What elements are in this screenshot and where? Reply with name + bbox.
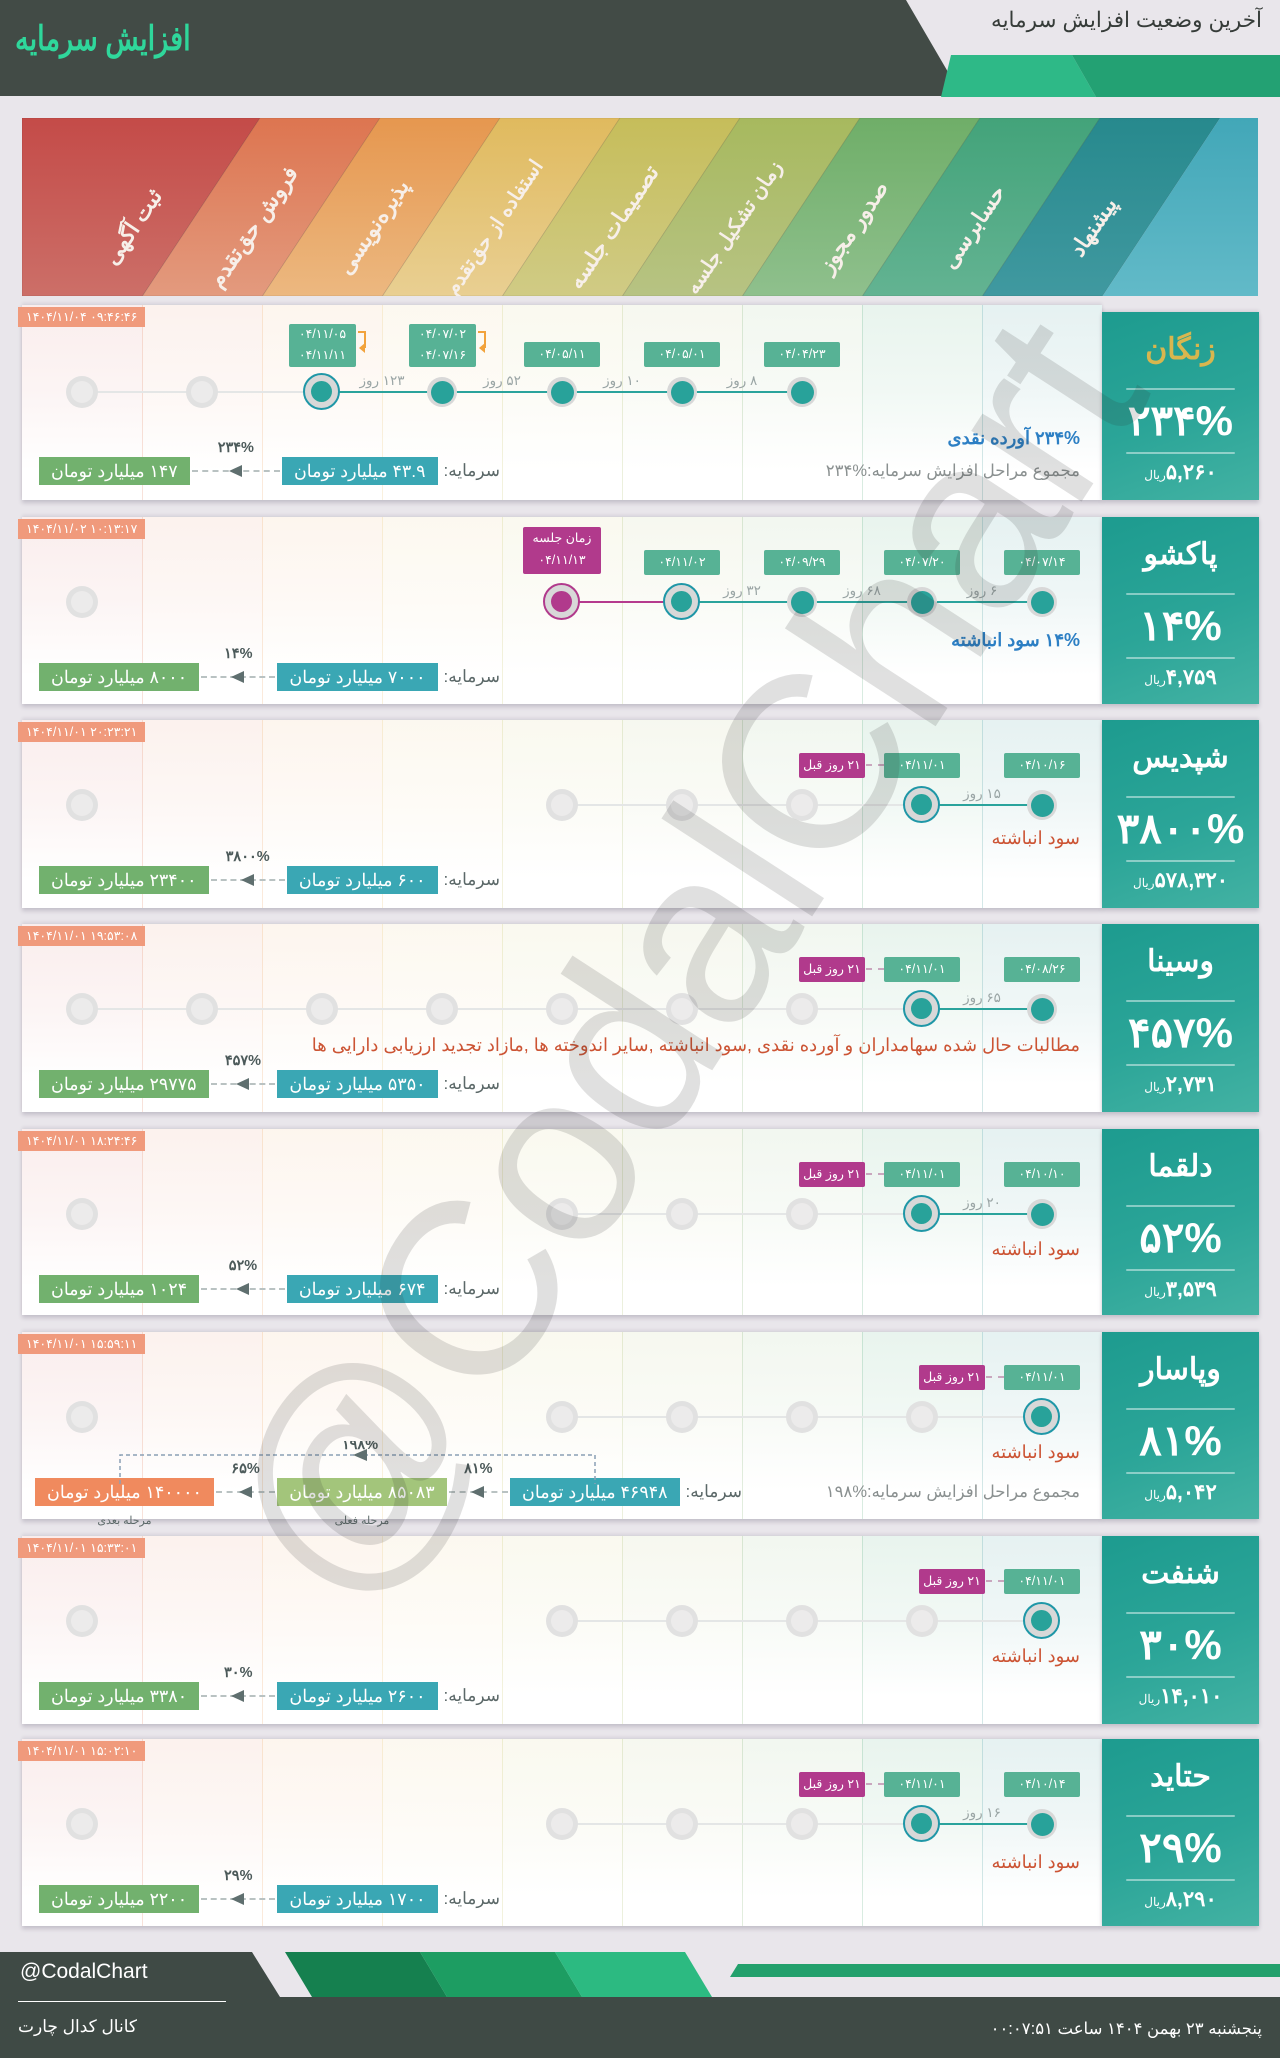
svg-text:۱۹۸%: ۱۹۸% (342, 1441, 378, 1453)
